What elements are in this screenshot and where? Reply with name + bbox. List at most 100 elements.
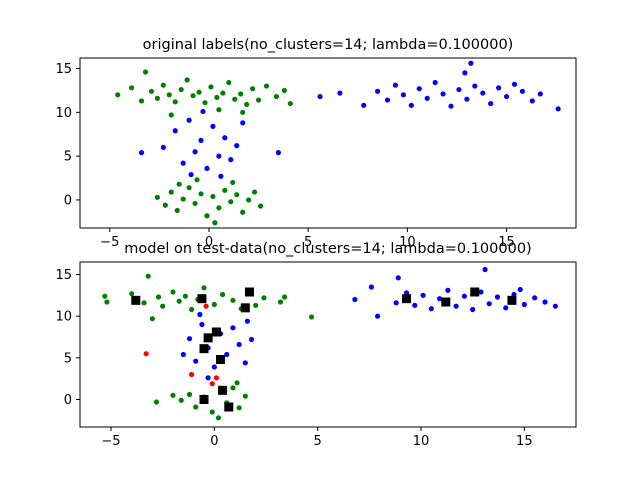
top-green-point bbox=[222, 187, 228, 193]
bottom-green-point bbox=[230, 297, 236, 303]
bottom-blue-point bbox=[230, 325, 236, 331]
top-green-point bbox=[198, 191, 204, 197]
bottom-x-tick-label: −5 bbox=[101, 434, 120, 449]
top-blue-point bbox=[240, 120, 246, 126]
bottom-green-point bbox=[170, 392, 176, 398]
bottom-blue-point bbox=[224, 351, 230, 358]
top-blue-point bbox=[408, 102, 414, 108]
top-blue-point bbox=[317, 93, 323, 100]
top-green-point bbox=[196, 89, 202, 95]
bottom-blue-point bbox=[428, 306, 434, 312]
top-green-point bbox=[138, 98, 145, 104]
top-blue-point bbox=[228, 157, 234, 163]
bottom-blue-point bbox=[511, 291, 517, 298]
bottom-centroid-marker bbox=[211, 327, 221, 337]
top-blue-point bbox=[218, 173, 224, 179]
top-blue-point bbox=[503, 93, 510, 100]
top-x-tick-label: −5 bbox=[100, 235, 119, 250]
top-blue-point bbox=[496, 85, 502, 91]
bottom-green-point bbox=[193, 404, 199, 410]
bottom-blue-point bbox=[242, 360, 248, 366]
bottom-centroid-marker bbox=[199, 395, 209, 404]
bottom-blue-point bbox=[236, 341, 242, 348]
top-green-point bbox=[257, 203, 264, 209]
top-blue-point bbox=[186, 117, 192, 123]
bottom-centroid-marker bbox=[197, 294, 207, 304]
bottom-green-point bbox=[282, 294, 288, 300]
top-green-point bbox=[176, 181, 182, 187]
top-blue-point bbox=[192, 149, 198, 155]
bottom-blue-point bbox=[205, 375, 211, 381]
bottom-green-point bbox=[178, 397, 184, 403]
bottom-blue-point bbox=[180, 351, 186, 358]
bottom-centroid-marker bbox=[218, 385, 228, 395]
bottom-blue-point bbox=[197, 311, 203, 318]
top-green-point bbox=[162, 202, 168, 208]
bottom-green-point bbox=[230, 385, 236, 391]
top-green-point bbox=[287, 100, 293, 107]
top-green-point bbox=[128, 85, 135, 91]
bottom-green-point bbox=[186, 391, 193, 398]
top-green-point bbox=[186, 185, 192, 191]
top-green-point bbox=[204, 213, 210, 219]
bottom-x-tick-label: 10 bbox=[413, 434, 430, 449]
top-blue-point bbox=[172, 128, 178, 134]
bottom-blue-point bbox=[375, 313, 381, 319]
top-blue-point bbox=[432, 79, 438, 86]
top-blue-point bbox=[275, 150, 281, 156]
bottom-blue-point bbox=[199, 321, 205, 328]
bottom-centroid-marker bbox=[224, 402, 234, 412]
bottom-centroid-marker bbox=[507, 295, 517, 305]
top-blue-point bbox=[384, 97, 391, 103]
bottom-blue-point bbox=[248, 336, 255, 343]
top-green-point bbox=[240, 109, 246, 115]
top-green-point bbox=[148, 88, 155, 94]
bottom-green-point bbox=[201, 285, 207, 291]
bottom-blue-point bbox=[211, 364, 217, 370]
bottom-centroid-marker bbox=[199, 344, 209, 354]
top-green-point bbox=[228, 199, 234, 205]
top-blue-point bbox=[361, 102, 367, 108]
top-green-point bbox=[194, 177, 200, 183]
top-blue-point bbox=[198, 137, 204, 143]
bottom-blue-point bbox=[552, 303, 558, 309]
top-green-point bbox=[220, 90, 226, 96]
bottom-red-point bbox=[213, 375, 219, 381]
bottom-green-point bbox=[176, 298, 182, 304]
top-x-tick-label: 10 bbox=[399, 235, 416, 250]
top-green-point bbox=[180, 196, 186, 202]
top-green-point bbox=[240, 209, 246, 215]
bottom-blue-point bbox=[486, 301, 492, 307]
top-green-point bbox=[226, 79, 232, 86]
bottom-blue-point bbox=[437, 296, 443, 302]
top-x-tick-label: 0 bbox=[205, 235, 213, 250]
bottom-blue-point bbox=[445, 287, 451, 293]
bottom-red-point bbox=[143, 351, 149, 357]
bottom-green-point bbox=[242, 393, 248, 399]
top-axes-frame bbox=[79, 57, 577, 229]
bottom-x-tick-label: 15 bbox=[516, 434, 533, 449]
top-green-point bbox=[142, 69, 149, 75]
bottom-y-tick-label: 5 bbox=[64, 351, 72, 366]
top-green-point bbox=[250, 86, 256, 92]
bottom-blue-point bbox=[532, 295, 538, 301]
bottom-blue-point bbox=[412, 302, 418, 308]
bottom-red-point bbox=[209, 381, 215, 387]
bottom-axes-frame bbox=[79, 261, 577, 428]
bottom-y-tick-label: 0 bbox=[64, 393, 72, 408]
bottom-blue-point bbox=[244, 318, 250, 324]
top-green-point bbox=[246, 197, 252, 203]
top-blue-point bbox=[488, 100, 494, 107]
top-blue-point bbox=[216, 153, 222, 159]
top-green-point bbox=[160, 82, 166, 88]
bottom-y-tick-label: 15 bbox=[55, 268, 72, 283]
top-blue-point bbox=[480, 90, 486, 96]
bottom-blue-point bbox=[503, 305, 509, 311]
top-blue-point bbox=[210, 123, 216, 129]
top-blue-point bbox=[519, 88, 526, 94]
top-green-point bbox=[172, 99, 178, 105]
bottom-chart-title: model on test-data(no_clusters=14; lambd… bbox=[124, 241, 531, 257]
top-x-tick-label: 15 bbox=[498, 235, 515, 250]
top-green-point bbox=[178, 86, 184, 93]
